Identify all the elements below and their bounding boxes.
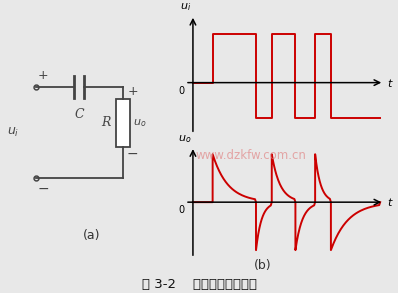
Bar [116, 99, 130, 147]
Text: (a): (a) [83, 229, 100, 242]
Text: R: R [101, 116, 111, 129]
Text: −: − [37, 182, 49, 196]
Text: $u_i$: $u_i$ [180, 1, 191, 13]
Text: www.dzkfw.com.cn: www.dzkfw.com.cn [195, 149, 306, 162]
Text: +: + [38, 69, 49, 82]
Text: $t$: $t$ [387, 196, 394, 208]
Text: $u_o$: $u_o$ [133, 117, 146, 129]
Text: $t$: $t$ [387, 77, 394, 88]
Text: $u_i$: $u_i$ [7, 126, 19, 139]
Text: +: + [127, 85, 138, 98]
Text: $u_o$: $u_o$ [178, 133, 191, 145]
Text: (b): (b) [254, 259, 271, 272]
Text: C: C [74, 108, 84, 121]
Text: 0: 0 [178, 205, 184, 215]
Text: −: − [127, 147, 139, 161]
Text: 0: 0 [178, 86, 184, 96]
Text: 图 3-2    微分电路及其波形: 图 3-2 微分电路及其波形 [142, 278, 256, 291]
